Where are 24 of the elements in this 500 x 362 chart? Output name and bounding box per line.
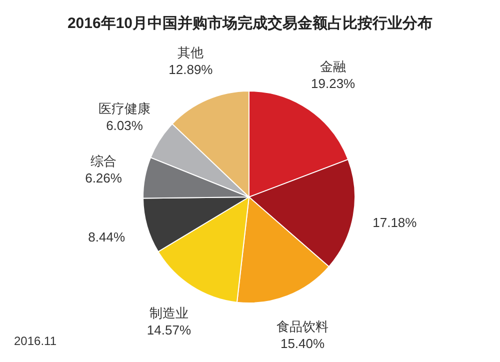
data-label: 6.26% [85,170,122,186]
slice-label: 食品饮料 [276,318,329,334]
data-label: 6.03% [106,118,144,133]
slice-label: 制造业 [149,305,188,320]
slice-label: 金融 [320,59,346,74]
slice-label: 其他 [178,44,204,60]
data-label: 19.23% [311,76,356,92]
pie-slice [172,90,250,198]
pie-slice [142,196,250,252]
slice-label: 医疗健康 [98,100,151,116]
data-label: 14.57% [146,322,192,338]
chart-title: 2016年10月中国并购市场完成交易金额占比按行业分布 [67,14,433,32]
slice-label: 综合 [90,154,117,169]
data-label: 8.44% [88,229,126,244]
data-label: 12.89% [168,62,214,77]
text: 2016.11 [14,334,57,348]
pie-slice [142,156,250,199]
pie-slice [236,196,330,304]
pie-slice [158,196,250,303]
data-label: 17.18% [372,215,418,230]
pie-slice [150,123,250,198]
pie-slice [248,158,356,268]
data-label: 15.40% [280,336,326,351]
pie-slice [248,90,349,198]
